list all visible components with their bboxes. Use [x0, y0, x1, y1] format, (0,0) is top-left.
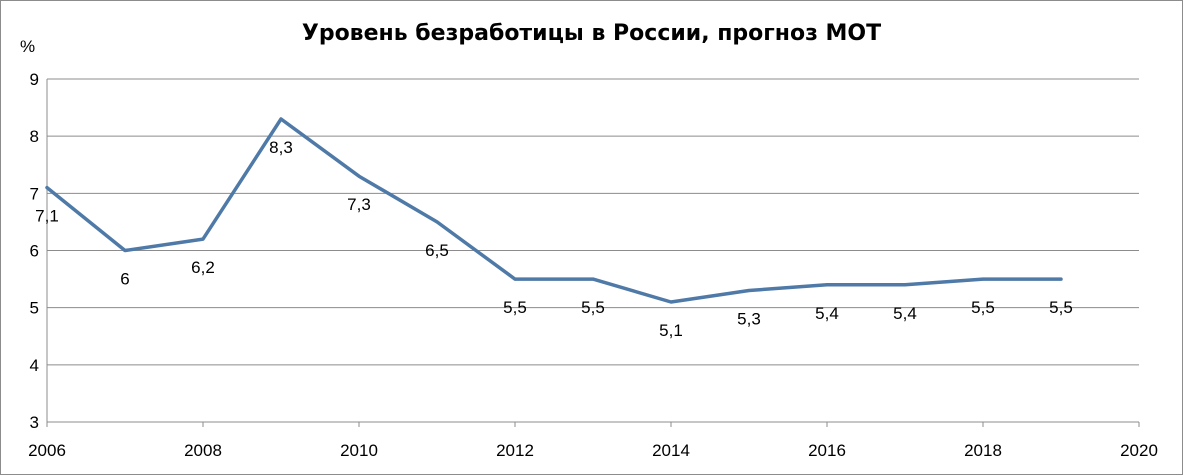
x-tick-label-6: 2018	[964, 441, 1002, 460]
y-tick-label-5: 8	[30, 127, 39, 146]
data-point-10	[825, 283, 829, 287]
y-tick-label-0: 3	[30, 413, 39, 432]
x-tick-label-1: 2008	[184, 441, 222, 460]
y-axis-unit-label: %	[20, 37, 36, 56]
y-tick-label-4: 7	[30, 184, 39, 203]
x-tick-label-4: 2014	[652, 441, 690, 460]
y-tick-label-6: 9	[30, 70, 39, 89]
data-point-2	[201, 237, 205, 241]
data-label-6: 5,5	[503, 298, 527, 317]
data-point-4	[357, 174, 361, 178]
x-tick-label-7: 2020	[1120, 441, 1158, 460]
data-label-2: 6,2	[191, 258, 215, 277]
data-point-7	[591, 277, 595, 281]
x-tick-label-2: 2010	[340, 441, 378, 460]
data-label-0: 7,1	[35, 207, 59, 226]
data-point-3	[279, 117, 283, 121]
data-point-1	[123, 249, 127, 252]
data-label-5: 6,5	[425, 241, 449, 260]
y-tick-label-2: 5	[30, 299, 39, 318]
y-tick-label-3: 6	[30, 242, 39, 261]
data-label-9: 5,3	[737, 310, 761, 329]
data-point-5	[435, 220, 439, 224]
series-line	[45, 117, 1063, 304]
data-point-13	[1059, 277, 1063, 281]
data-label-3: 8,3	[269, 138, 293, 157]
data-point-8	[669, 300, 673, 304]
data-label-11: 5,4	[893, 304, 917, 323]
data-point-0	[45, 186, 49, 190]
y-tick-label-1: 4	[30, 356, 39, 375]
x-tick-label-5: 2016	[808, 441, 846, 460]
data-point-6	[513, 277, 517, 281]
data-label-10: 5,4	[815, 304, 839, 323]
x-tick-label-0: 2006	[28, 441, 66, 460]
data-point-11	[903, 283, 907, 287]
chart-title: Уровень безработицы в России, прогноз МО…	[301, 21, 882, 46]
data-label-8: 5,1	[659, 321, 683, 340]
x-tick-label-3: 2012	[496, 441, 534, 460]
data-point-9	[747, 289, 751, 293]
data-label-1: 6	[120, 270, 129, 289]
data-point-12	[981, 277, 985, 281]
data-label-4: 7,3	[347, 195, 371, 214]
data-label-13: 5,5	[1049, 298, 1073, 317]
data-label-12: 5,5	[971, 298, 995, 317]
data-label-7: 5,5	[581, 298, 605, 317]
